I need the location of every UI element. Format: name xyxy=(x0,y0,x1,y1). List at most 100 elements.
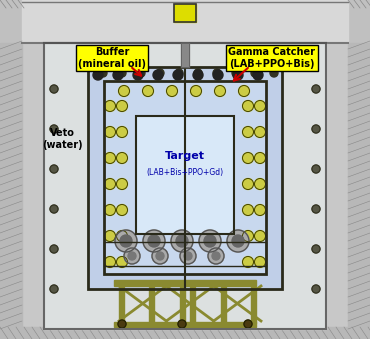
Bar xyxy=(44,43,326,329)
Circle shape xyxy=(128,252,136,260)
Circle shape xyxy=(50,205,58,213)
Circle shape xyxy=(142,85,154,97)
Bar xyxy=(104,81,266,274)
Circle shape xyxy=(239,85,249,97)
Circle shape xyxy=(117,179,128,190)
Circle shape xyxy=(117,153,128,163)
Bar xyxy=(174,4,196,22)
Bar xyxy=(174,4,196,22)
Circle shape xyxy=(148,235,160,247)
Circle shape xyxy=(255,100,266,112)
Circle shape xyxy=(312,285,320,293)
Bar xyxy=(0,0,370,43)
Circle shape xyxy=(104,179,115,190)
Circle shape xyxy=(253,70,263,80)
Circle shape xyxy=(242,100,253,112)
Circle shape xyxy=(117,204,128,216)
Bar xyxy=(44,43,326,329)
Circle shape xyxy=(104,257,115,267)
Circle shape xyxy=(312,245,320,253)
Text: Gamma Catcher
(LAB+PPO+Bis): Gamma Catcher (LAB+PPO+Bis) xyxy=(229,47,316,69)
Text: Veto
(water): Veto (water) xyxy=(42,128,82,150)
Circle shape xyxy=(50,85,58,93)
Circle shape xyxy=(178,320,186,328)
Bar xyxy=(180,287,185,323)
Bar xyxy=(190,287,195,323)
Text: Buffer
(mineral oil): Buffer (mineral oil) xyxy=(78,47,146,69)
Circle shape xyxy=(117,257,128,267)
Circle shape xyxy=(104,204,115,216)
Circle shape xyxy=(99,69,107,77)
Circle shape xyxy=(152,248,168,264)
Circle shape xyxy=(173,70,183,80)
Circle shape xyxy=(232,235,244,247)
Circle shape xyxy=(118,320,126,328)
Circle shape xyxy=(233,70,243,80)
Circle shape xyxy=(104,231,115,241)
Circle shape xyxy=(153,70,163,80)
Circle shape xyxy=(176,235,188,247)
Circle shape xyxy=(104,100,115,112)
Circle shape xyxy=(156,69,164,77)
Circle shape xyxy=(213,70,223,80)
Circle shape xyxy=(232,69,240,77)
Circle shape xyxy=(171,230,193,252)
Bar xyxy=(136,116,234,234)
Bar xyxy=(149,287,154,323)
Bar xyxy=(136,116,234,234)
Circle shape xyxy=(104,126,115,138)
Circle shape xyxy=(50,165,58,173)
Circle shape xyxy=(212,252,220,260)
Circle shape xyxy=(124,248,140,264)
Circle shape xyxy=(191,85,202,97)
Circle shape xyxy=(312,205,320,213)
Circle shape xyxy=(104,153,115,163)
Circle shape xyxy=(312,85,320,93)
Circle shape xyxy=(255,204,266,216)
Bar xyxy=(0,327,370,339)
Circle shape xyxy=(120,235,132,247)
Circle shape xyxy=(208,248,224,264)
Bar xyxy=(88,67,282,289)
Bar xyxy=(114,322,256,327)
Circle shape xyxy=(50,245,58,253)
Bar xyxy=(104,242,266,266)
Circle shape xyxy=(255,179,266,190)
Circle shape xyxy=(175,69,183,77)
Circle shape xyxy=(50,285,58,293)
Circle shape xyxy=(244,320,252,328)
Circle shape xyxy=(117,231,128,241)
Circle shape xyxy=(137,69,145,77)
Circle shape xyxy=(242,153,253,163)
Circle shape xyxy=(255,153,266,163)
Bar xyxy=(0,43,22,329)
Text: (LAB+Bis+PPO+Gd): (LAB+Bis+PPO+Gd) xyxy=(147,167,223,177)
Circle shape xyxy=(312,165,320,173)
Circle shape xyxy=(204,235,216,247)
Circle shape xyxy=(215,85,225,97)
Bar xyxy=(251,287,256,323)
Circle shape xyxy=(199,230,221,252)
Circle shape xyxy=(270,69,278,77)
Circle shape xyxy=(227,230,249,252)
Circle shape xyxy=(255,126,266,138)
Circle shape xyxy=(115,230,137,252)
Circle shape xyxy=(312,125,320,133)
Bar xyxy=(22,0,348,43)
Circle shape xyxy=(117,100,128,112)
Circle shape xyxy=(118,85,130,97)
Bar xyxy=(114,280,256,286)
Circle shape xyxy=(50,125,58,133)
Bar xyxy=(88,67,282,289)
Circle shape xyxy=(113,70,123,80)
Circle shape xyxy=(242,231,253,241)
Bar xyxy=(221,287,226,323)
Circle shape xyxy=(156,252,164,260)
Circle shape xyxy=(213,69,221,77)
Circle shape xyxy=(117,126,128,138)
Bar xyxy=(119,287,124,323)
Circle shape xyxy=(133,70,143,80)
Circle shape xyxy=(184,252,192,260)
Circle shape xyxy=(251,69,259,77)
Circle shape xyxy=(242,179,253,190)
